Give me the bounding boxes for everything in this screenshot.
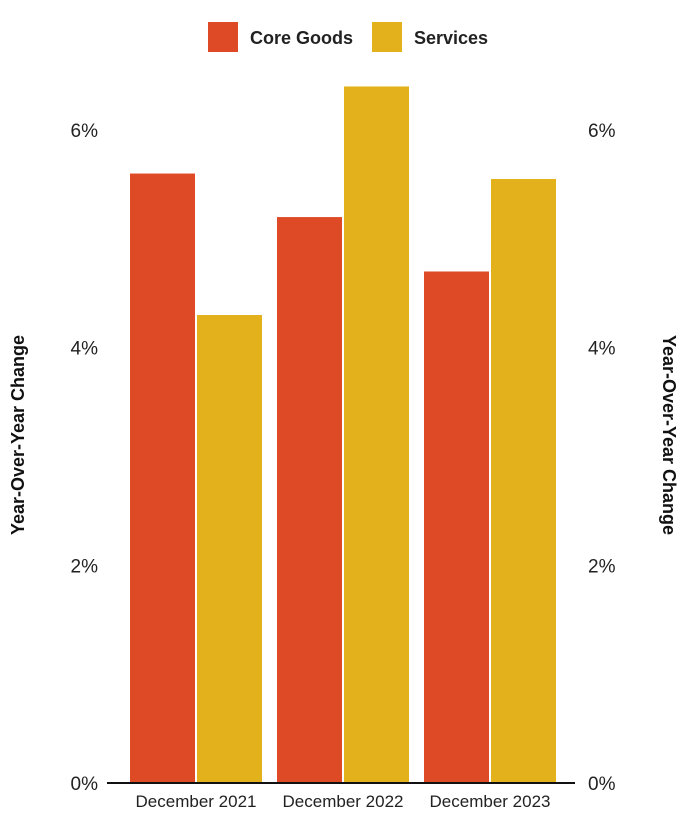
y-tick-left: 6% [71,121,99,142]
y-tick-right: 6% [588,121,616,142]
legend-swatch-core-goods [208,22,238,52]
y-tick-left: 2% [71,556,99,577]
x-category-label: December 2022 [283,792,404,811]
legend-swatch-services [372,22,402,52]
y-tick-left: 4% [71,339,99,360]
bar-core-goods-1 [130,173,195,784]
legend: Core Goods Services [208,22,488,52]
y-axis-right: 0% 2% 4% 6% [588,121,616,795]
bar-core-goods-3 [424,271,489,783]
legend-label-services: Services [414,28,488,48]
y-tick-right: 0% [588,774,616,795]
x-axis-categories: December 2021 December 2022 December 2023 [136,792,551,811]
bar-services-3 [491,178,556,784]
y-axis-title-left: Year-Over-Year Change [8,335,28,535]
y-tick-right: 2% [588,556,616,577]
x-category-label: December 2021 [136,792,257,811]
y-tick-right: 4% [588,339,616,360]
bar-services-2 [344,86,409,783]
legend-label-core-goods: Core Goods [250,28,353,48]
bars [130,86,556,784]
bar-services-1 [197,315,262,783]
y-axis-left: 0% 2% 4% 6% [71,121,99,795]
y-tick-left: 0% [71,774,99,795]
x-category-label: December 2023 [430,792,551,811]
bar-core-goods-2 [277,217,342,784]
y-axis-title-right: Year-Over-Year Change [659,335,679,535]
